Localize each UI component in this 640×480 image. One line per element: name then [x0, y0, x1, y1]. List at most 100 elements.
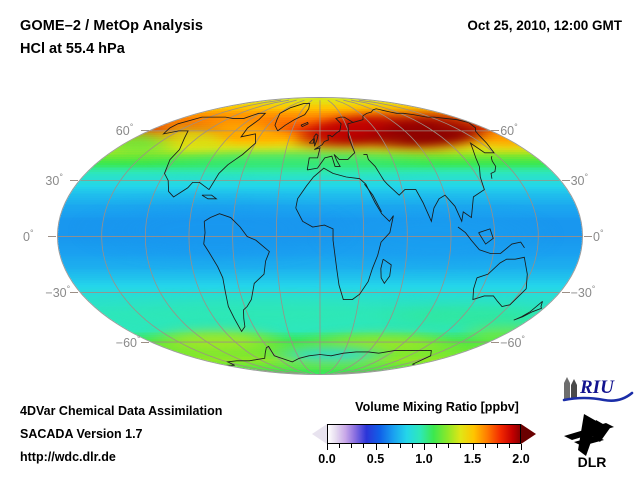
colorbar-under-arrow	[312, 424, 327, 444]
latitude-label: 0°	[593, 228, 604, 244]
degree-symbol: °	[59, 171, 63, 182]
coastline-path	[295, 167, 394, 300]
footer-line-2: SACADA Version 1.7	[20, 427, 143, 441]
colorbar-minor-tick	[496, 444, 498, 448]
degree-symbol: °	[66, 284, 71, 295]
latitude-label: 60°	[500, 122, 518, 138]
colorbar-minor-tick	[351, 444, 353, 448]
colorbar-tick-labels: 0.0 0.5 1.0 1.5 2.0	[300, 452, 548, 470]
colorbar-major-tick	[424, 444, 425, 450]
latitude-tick	[140, 130, 149, 132]
latitude-tick	[561, 292, 570, 294]
colorbar-minor-tick	[363, 444, 365, 448]
colorbar-minor-tick	[508, 444, 510, 448]
colorbar-major-tick	[375, 444, 377, 450]
colorbar-minor-tick	[448, 444, 450, 448]
graticule-meridian	[232, 99, 311, 374]
degree-symbol: °	[514, 122, 518, 133]
colorbar-major-tick	[327, 444, 328, 450]
latitude-label: 30°	[45, 172, 63, 188]
latitude-label: 0°	[23, 228, 34, 244]
dlr-logo: DLR	[564, 414, 614, 470]
degree-symbol: °	[599, 228, 604, 238]
latitude-label-text: 0	[23, 230, 30, 245]
latitude-label: 30°	[571, 172, 589, 188]
colorbar-minor-tick	[399, 444, 401, 448]
riu-logo: RIU	[562, 377, 634, 402]
latitude-label-text: 30	[570, 174, 585, 188]
degree-symbol: °	[29, 228, 34, 238]
colorbar-minor-tick	[387, 444, 389, 448]
latitude-label-text: −60	[500, 336, 522, 351]
map-feature-blob	[136, 147, 451, 176]
coastline-path	[352, 108, 469, 123]
map-lat-band	[57, 374, 583, 375]
colorbar	[312, 424, 536, 444]
graticule-meridian	[188, 99, 306, 374]
coastline-path	[363, 122, 495, 223]
riu-towers-icon	[564, 377, 577, 399]
map-feature-blob	[451, 321, 567, 350]
map-lat-band	[58, 98, 582, 101]
graticule-meridian	[275, 99, 316, 374]
graticule	[58, 99, 582, 374]
colorbar-tick-label: 1.5	[463, 452, 482, 466]
coastline-path	[274, 103, 311, 132]
latitude-label: 60°	[116, 122, 134, 138]
coastline-path	[308, 137, 315, 144]
colorbar-tick-label: 0.5	[366, 452, 385, 466]
graticule-meridian	[344, 99, 539, 374]
graticule-meridian	[339, 99, 496, 374]
latitude-label: −60°	[500, 334, 525, 350]
latitude-label-text: 60	[115, 124, 130, 139]
dlr-mark-icon	[564, 414, 614, 456]
coastline-path	[313, 133, 319, 147]
colorbar-tick-label: 0.0	[318, 452, 336, 466]
colorbar-tick-label: 2.0	[512, 452, 530, 466]
latitude-tick	[584, 236, 592, 237]
coastline-path	[513, 300, 543, 321]
coastline-path	[201, 194, 218, 200]
colorbar-over-arrow	[521, 424, 536, 444]
colorbar-minor-tick	[411, 444, 413, 448]
graticule-meridian	[324, 99, 365, 374]
latitude-label: −30°	[571, 284, 596, 300]
latitude-tick	[48, 236, 56, 237]
degree-symbol: °	[137, 333, 141, 344]
latitude-tick	[491, 130, 500, 132]
riu-swoosh-icon	[562, 391, 634, 402]
map-ellipse	[57, 97, 583, 375]
page-title: GOME–2 / MetOp Analysis	[20, 18, 204, 34]
colorbar-major-tick	[521, 444, 522, 450]
coastline-path	[490, 156, 497, 179]
latitude-tick	[561, 179, 570, 181]
degree-symbol: °	[521, 333, 526, 344]
coastline-path	[203, 213, 270, 333]
degree-symbol: °	[129, 122, 134, 133]
coastline-path	[306, 116, 356, 171]
graticule-meridian	[334, 99, 452, 374]
page-subtitle: HCl at 55.4 hPa	[20, 41, 125, 57]
colorbar-ticks	[312, 444, 536, 451]
footer-line-3: http://wdc.dlr.de	[20, 450, 116, 464]
colorbar-minor-tick	[460, 444, 462, 448]
dlr-wordmark: DLR	[578, 454, 607, 470]
latitude-label-text: 60	[500, 124, 515, 139]
footer-line-1: 4DVar Chemical Data Assimilation	[20, 404, 223, 418]
latitude-tick	[140, 341, 149, 343]
coastline-path	[472, 256, 528, 307]
latitude-label-text: 30	[45, 174, 60, 188]
coastline-path	[162, 112, 267, 198]
coastline-path	[300, 121, 309, 128]
colorbar-minor-tick	[339, 444, 341, 448]
coastline-path	[364, 183, 382, 213]
colorbar-major-tick	[472, 444, 474, 450]
colorbar-tick-label: 1.0	[415, 452, 433, 466]
latitude-tick	[70, 179, 79, 181]
latitude-label-text: −60	[115, 336, 138, 351]
latitude-label-text: −30	[45, 286, 67, 301]
colorbar-minor-tick	[484, 444, 486, 448]
colorbar-gradient	[327, 424, 521, 444]
coastlines	[162, 103, 543, 366]
